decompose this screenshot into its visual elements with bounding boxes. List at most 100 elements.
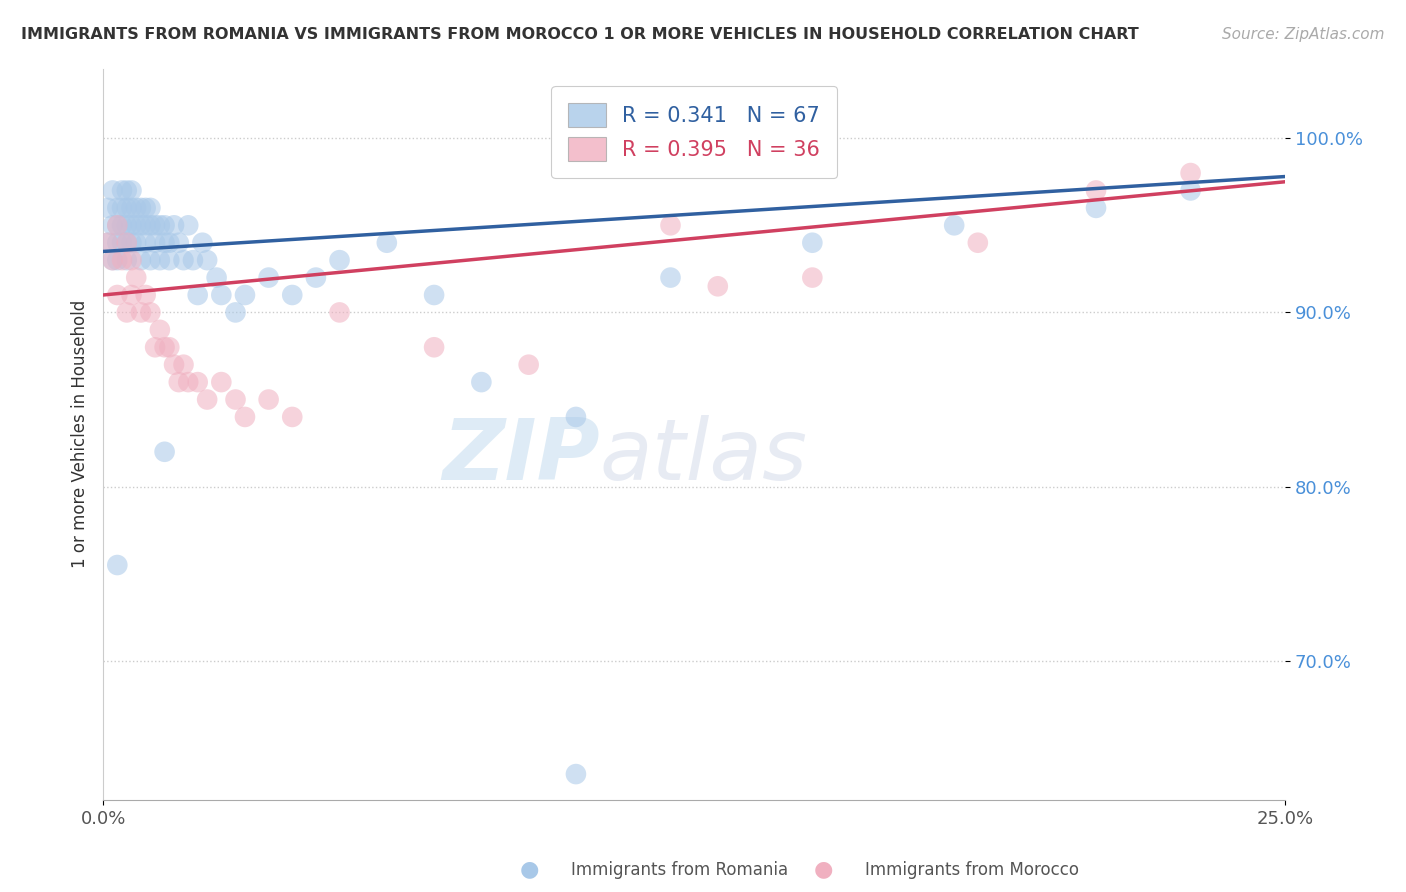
Point xyxy=(111,219,134,233)
Point xyxy=(423,288,446,302)
Point xyxy=(105,558,128,572)
Point xyxy=(121,201,143,215)
Point xyxy=(115,201,138,215)
Point xyxy=(125,219,148,233)
Text: IMMIGRANTS FROM ROMANIA VS IMMIGRANTS FROM MOROCCO 1 OR MORE VEHICLES IN HOUSEHO: IMMIGRANTS FROM ROMANIA VS IMMIGRANTS FR… xyxy=(21,27,1139,42)
Point xyxy=(97,235,120,250)
Point xyxy=(111,235,134,250)
Point xyxy=(115,219,138,233)
Point xyxy=(163,219,186,233)
Point xyxy=(135,288,157,302)
Point xyxy=(121,184,143,198)
Point xyxy=(470,375,492,389)
Point xyxy=(195,392,218,407)
Point xyxy=(801,235,824,250)
Text: ●: ● xyxy=(519,860,538,880)
Point xyxy=(173,253,195,268)
Point xyxy=(167,375,190,389)
Point xyxy=(105,288,128,302)
Point xyxy=(209,375,232,389)
Point xyxy=(125,270,148,285)
Point xyxy=(157,253,180,268)
Point xyxy=(143,340,166,354)
Point xyxy=(149,219,172,233)
Point xyxy=(111,201,134,215)
Point xyxy=(659,270,682,285)
Point xyxy=(105,253,128,268)
Point xyxy=(177,375,200,389)
Point xyxy=(1180,166,1202,180)
Point xyxy=(209,288,232,302)
Point xyxy=(129,201,152,215)
Legend: R = 0.341   N = 67, R = 0.395   N = 36: R = 0.341 N = 67, R = 0.395 N = 36 xyxy=(551,87,837,178)
Point xyxy=(135,235,157,250)
Point xyxy=(105,201,128,215)
Point xyxy=(195,253,218,268)
Point xyxy=(129,253,152,268)
Point xyxy=(153,340,176,354)
Point xyxy=(153,219,176,233)
Point xyxy=(225,305,247,319)
Point xyxy=(191,235,214,250)
Point xyxy=(129,305,152,319)
Point xyxy=(181,253,204,268)
Point xyxy=(149,323,172,337)
Point xyxy=(121,219,143,233)
Point xyxy=(129,219,152,233)
Point xyxy=(423,340,446,354)
Point xyxy=(105,235,128,250)
Point xyxy=(101,219,124,233)
Point xyxy=(157,235,180,250)
Point xyxy=(659,219,682,233)
Point xyxy=(143,219,166,233)
Point xyxy=(1180,184,1202,198)
Point xyxy=(281,288,304,302)
Point xyxy=(139,253,162,268)
Point xyxy=(233,288,256,302)
Point xyxy=(565,409,588,424)
Point xyxy=(943,219,966,233)
Point xyxy=(121,235,143,250)
Text: ZIP: ZIP xyxy=(441,415,599,498)
Text: Immigrants from Romania: Immigrants from Romania xyxy=(571,861,789,879)
Point xyxy=(115,184,138,198)
Point xyxy=(225,392,247,407)
Point xyxy=(139,201,162,215)
Point xyxy=(135,201,157,215)
Point xyxy=(1085,201,1108,215)
Point xyxy=(328,253,350,268)
Point xyxy=(115,305,138,319)
Point xyxy=(153,444,176,458)
Point xyxy=(125,201,148,215)
Point xyxy=(167,235,190,250)
Text: atlas: atlas xyxy=(599,415,807,498)
Point xyxy=(187,288,209,302)
Point xyxy=(257,392,280,407)
Point xyxy=(157,340,180,354)
Point xyxy=(115,235,138,250)
Point xyxy=(115,253,138,268)
Point xyxy=(139,219,162,233)
Point xyxy=(517,358,540,372)
Text: Source: ZipAtlas.com: Source: ZipAtlas.com xyxy=(1222,27,1385,42)
Point xyxy=(121,288,143,302)
Point xyxy=(121,253,143,268)
Point xyxy=(101,184,124,198)
Point xyxy=(328,305,350,319)
Point xyxy=(105,219,128,233)
Point xyxy=(1085,184,1108,198)
Point xyxy=(257,270,280,285)
Point xyxy=(97,201,120,215)
Point xyxy=(101,253,124,268)
Point xyxy=(101,253,124,268)
Y-axis label: 1 or more Vehicles in Household: 1 or more Vehicles in Household xyxy=(72,301,89,568)
Point xyxy=(966,235,988,250)
Point xyxy=(281,409,304,424)
Point xyxy=(233,409,256,424)
Point xyxy=(187,375,209,389)
Point xyxy=(305,270,328,285)
Point xyxy=(105,219,128,233)
Point xyxy=(143,235,166,250)
Point xyxy=(115,235,138,250)
Point xyxy=(163,358,186,372)
